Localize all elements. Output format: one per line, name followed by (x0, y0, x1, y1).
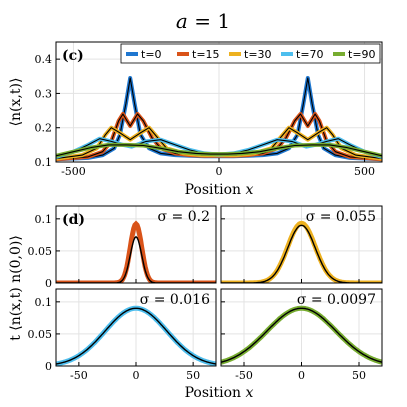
subplot-2: σ = 0.055 (220, 205, 383, 284)
subplot-ytick-label: 0.1 (35, 213, 53, 226)
subplot-xtick-label: -50 (70, 369, 88, 382)
subplot-3: -50 0 50 0 0.05 0.1 σ = 0.016 (28, 288, 217, 382)
subplot-xtick-label: -50 (235, 369, 253, 382)
panel-c-ytick-label: 0.3 (35, 87, 53, 100)
figure-title-var: a (176, 9, 188, 33)
legend-label: t=0 (141, 48, 162, 61)
subplot-xtick-label: 50 (186, 369, 200, 382)
fit-line-t-90 (56, 144, 382, 157)
panel-c-xlabel: Position x (185, 182, 254, 198)
panel-c-ytick-label: 0.1 (35, 156, 53, 169)
subplot-1: 0 0.05 0.1 σ = 0.2 (28, 205, 217, 290)
subplot-fit-curve (56, 235, 216, 283)
subplot-fit-curve (221, 224, 382, 283)
legend-label: t=90 (348, 48, 376, 61)
panel-d-xlabel: Position x (185, 385, 254, 401)
subplot-ytick-label: 0.05 (28, 328, 53, 341)
panel-c-legend: t=0 t=15 t=30 t=70 t=90 (120, 43, 381, 64)
panel-c-ytick-label: 0.2 (35, 122, 53, 135)
subplot-xtick-label: 0 (133, 369, 140, 382)
panel-c-label: (c) (62, 48, 84, 64)
subplot-4: -50 0 50 σ = 0.0097 (220, 288, 383, 382)
panel-d: 0 0.05 0.1 σ = 0.2 σ = 0.055 -50 0 50 0 0.05 0.1 σ … (8, 205, 383, 401)
subplot-data-curve (221, 220, 382, 283)
subplot-xtick-label: 50 (352, 369, 366, 382)
panel-d-label: (d) (62, 212, 85, 228)
subplot-sigma-label: σ = 0.055 (306, 209, 376, 225)
legend-box (120, 43, 381, 64)
panel-c-lines (56, 76, 382, 162)
subplot-xtick-label: 0 (298, 369, 305, 382)
figure-title-val: = 1 (194, 9, 230, 33)
subplot-sigma-label: σ = 0.0097 (297, 292, 376, 308)
legend-label: t=30 (244, 48, 272, 61)
panel-d-subplots: 0 0.05 0.1 σ = 0.2 σ = 0.055 -50 0 50 0 0.05 0.1 σ … (28, 205, 383, 382)
panel-c-ytick-label: 0.4 (35, 53, 53, 66)
panel-c-ylabel: ⟨n(x,t)⟩ (8, 78, 24, 127)
figure-title: a = 1 (176, 9, 230, 33)
panel-c-xtick-label: 0 (216, 165, 223, 178)
subplot-ytick-label: 0 (45, 277, 52, 290)
subplot-ytick-label: 0.05 (28, 245, 53, 258)
panel-c-ticks: -500 0 500 0.1 0.2 0.3 0.4 (35, 53, 376, 178)
subplot-fit-curve (221, 307, 382, 363)
legend-label: t=70 (296, 48, 324, 61)
subplot-ytick-label: 0.1 (35, 296, 53, 309)
subplot-fit-curve (56, 307, 216, 365)
subplot-sigma-label: σ = 0.016 (140, 292, 210, 308)
panel-d-ylabel: t ⟨n(x,t) n(0,0)⟩ (8, 235, 24, 341)
subplot-data-curve (56, 220, 216, 283)
panel-c-xtick-label: -500 (61, 165, 86, 178)
subplot-ytick-label: 0 (45, 360, 52, 373)
legend-label: t=15 (192, 48, 220, 61)
panel-c: -500 0 500 0.1 0.2 0.3 0.4 (c) ⟨n(x,t)⟩ Positi… (8, 41, 383, 198)
panel-c-xtick-label: 500 (354, 165, 375, 178)
subplot-sigma-label: σ = 0.2 (158, 209, 210, 225)
